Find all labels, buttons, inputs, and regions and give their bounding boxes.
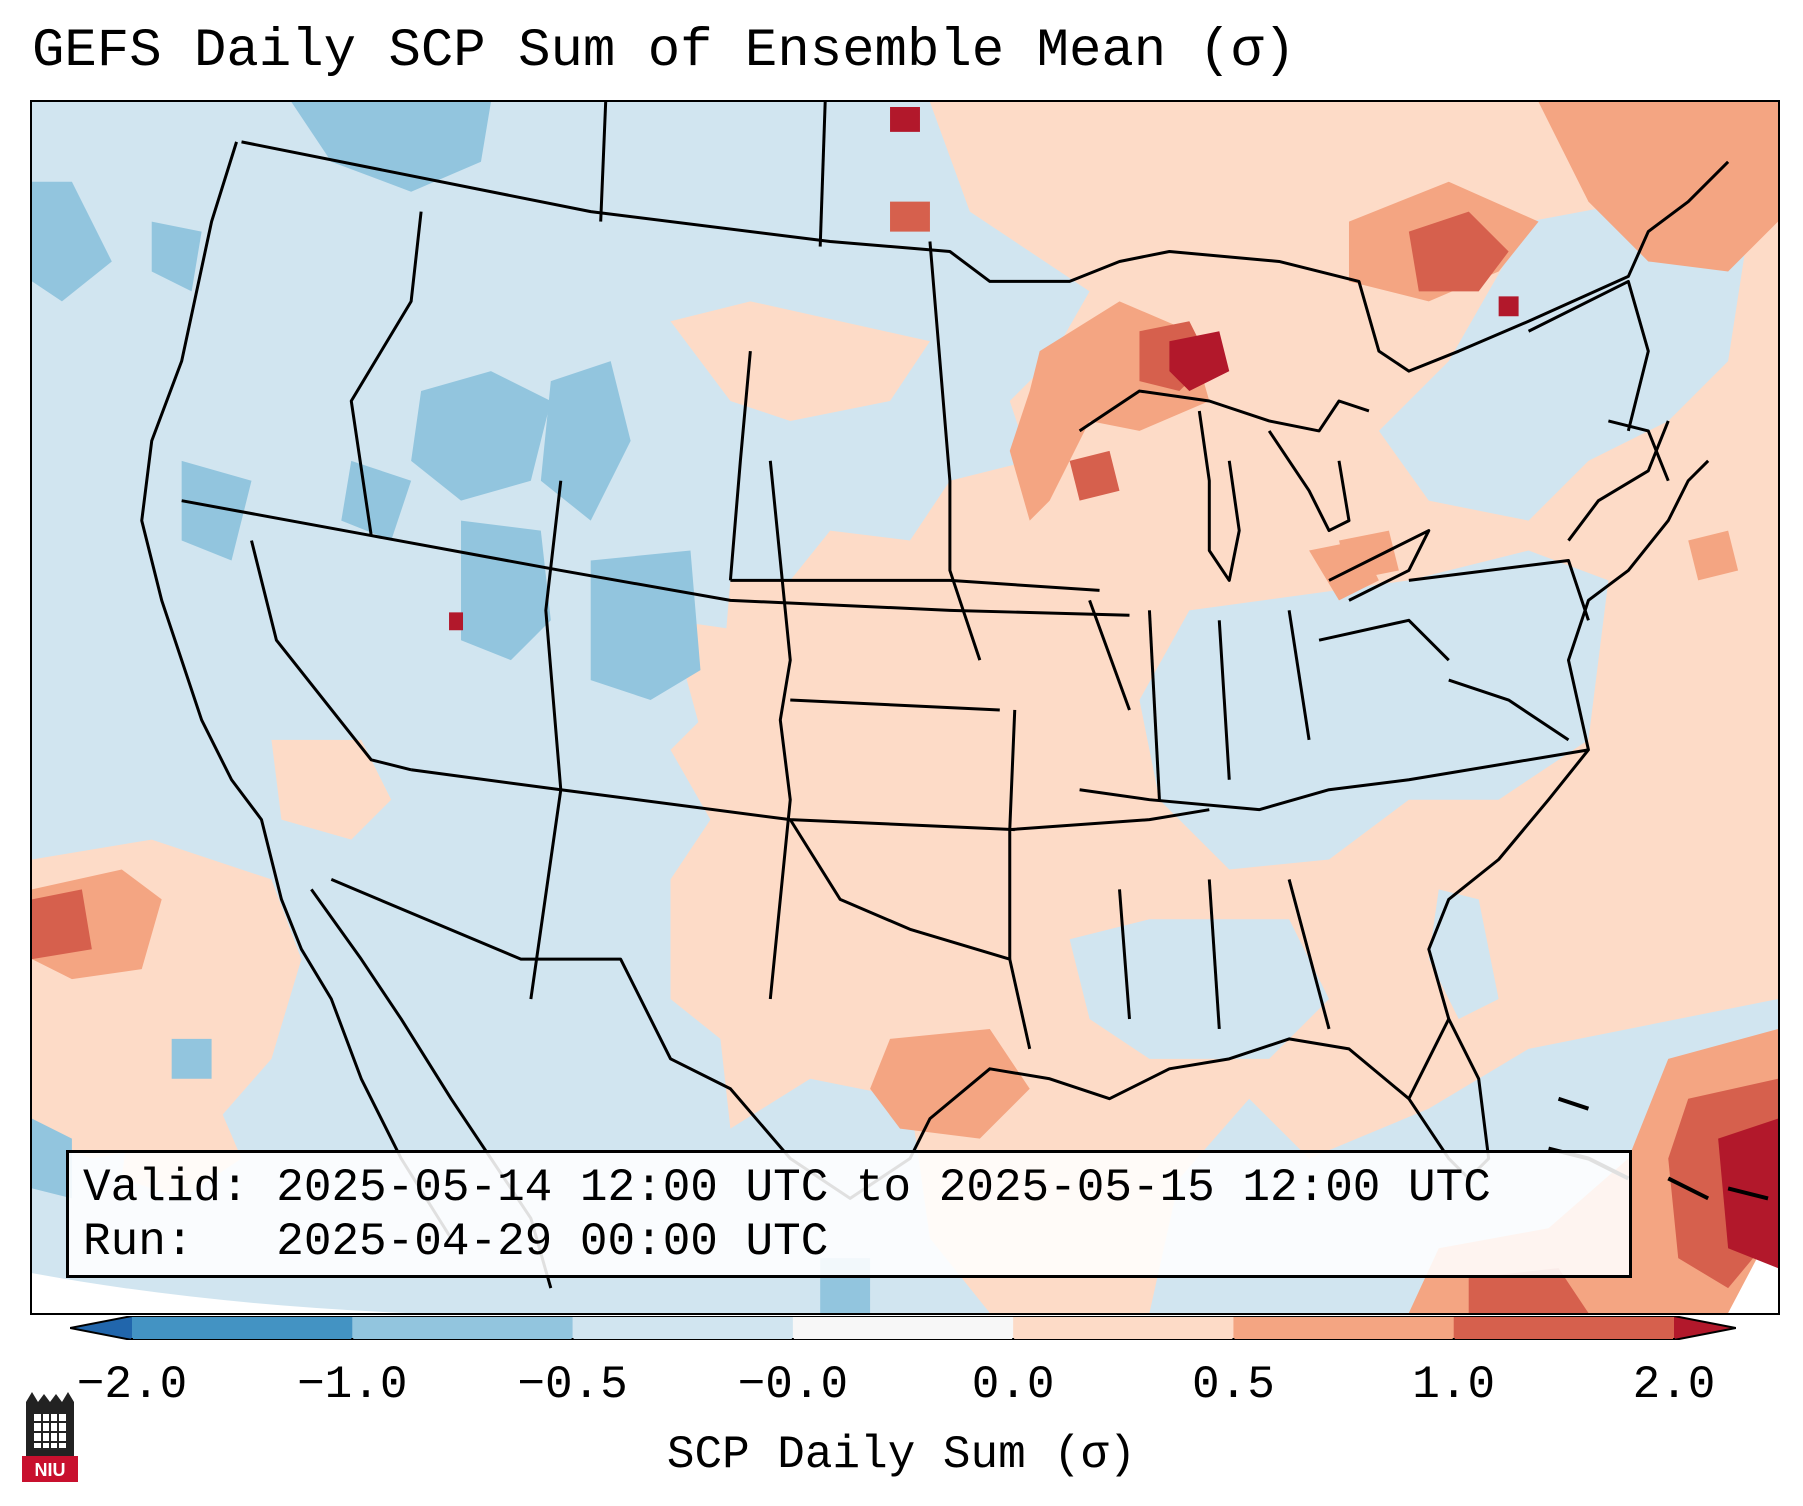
weak-negative-regions <box>32 102 871 1313</box>
logo-banner <box>22 1456 78 1482</box>
colorbar-segment <box>132 1316 353 1340</box>
niu-castle-icon: NIU <box>22 1392 78 1482</box>
run-time-text: Run: 2025-04-29 00:00 UTC <box>83 1216 829 1268</box>
logo-text: NIU <box>35 1460 66 1480</box>
colorbar-tick-label: −0.0 <box>737 1359 849 1411</box>
valid-time-text: Valid: 2025-05-14 12:00 UTC to 2025-05-1… <box>83 1162 1491 1214</box>
colorbar-label: SCP Daily Sum (σ) <box>666 1429 1137 1481</box>
boundary-lines <box>140 102 1730 1289</box>
map-title: GEFS Daily SCP Sum of Ensemble Mean (σ) <box>32 21 1296 82</box>
neutral-regions <box>1069 191 1749 1059</box>
projection-edge <box>32 1273 731 1313</box>
colorbar-tick-label: 1.0 <box>1412 1359 1496 1411</box>
map-panel <box>30 100 1780 1315</box>
colorbar-tick-label: 0.0 <box>971 1359 1055 1411</box>
colorbar-segment <box>1013 1316 1234 1340</box>
colorbar-segment <box>572 1316 794 1340</box>
colorbar-tick-label: 0.5 <box>1192 1359 1275 1411</box>
colorbar-segment <box>352 1316 574 1340</box>
colorbar-segment <box>1453 1316 1675 1340</box>
colorbar-tick-label: −0.5 <box>517 1359 628 1411</box>
colorbar-segment <box>792 1316 1014 1340</box>
extreme-positive-regions <box>449 106 1778 1269</box>
colorbar-under-extension <box>70 1316 132 1340</box>
colorbar-over-extension <box>1674 1316 1736 1340</box>
colorbar-tick-label: 2.0 <box>1632 1359 1716 1411</box>
colorbar-segment <box>1233 1316 1455 1340</box>
colorbar <box>70 1316 1736 1340</box>
colorbar-tick-label: −1.0 <box>297 1359 408 1411</box>
map-canvas <box>32 102 1778 1313</box>
valid-time-box: Valid: 2025-05-14 12:00 UTC to 2025-05-1… <box>66 1150 1632 1278</box>
colorbar-tick-label: −2.0 <box>76 1359 188 1411</box>
